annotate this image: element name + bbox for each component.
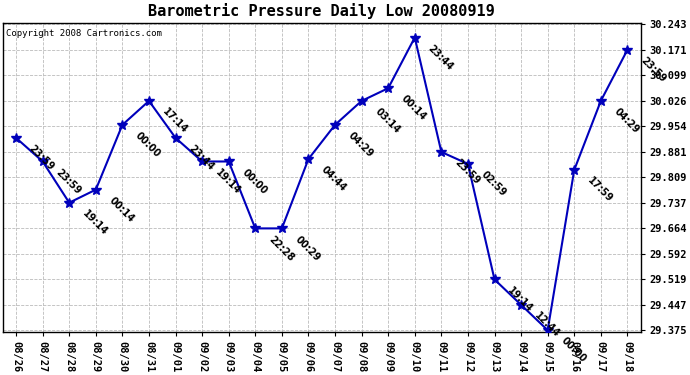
- Text: Copyright 2008 Cartronics.com: Copyright 2008 Cartronics.com: [6, 29, 162, 38]
- Text: 00:14: 00:14: [107, 195, 136, 224]
- Title: Barometric Pressure Daily Low 20080919: Barometric Pressure Daily Low 20080919: [148, 3, 495, 19]
- Text: 19:14: 19:14: [213, 167, 242, 196]
- Text: 04:44: 04:44: [319, 165, 348, 194]
- Text: 23:44: 23:44: [187, 144, 216, 172]
- Text: 23:59: 23:59: [453, 158, 482, 186]
- Text: 04:29: 04:29: [612, 106, 641, 135]
- Text: 23:44: 23:44: [426, 43, 455, 72]
- Text: 17:14: 17:14: [160, 106, 189, 135]
- Text: 23:59: 23:59: [638, 56, 667, 84]
- Text: 12:44: 12:44: [532, 310, 561, 339]
- Text: 23:59: 23:59: [54, 167, 83, 196]
- Text: 00:00: 00:00: [133, 130, 162, 159]
- Text: 19:14: 19:14: [506, 285, 535, 314]
- Text: 00:00: 00:00: [240, 167, 269, 196]
- Text: 23:59: 23:59: [27, 144, 56, 172]
- Text: 00:29: 00:29: [293, 234, 322, 263]
- Text: 00:14: 00:14: [400, 94, 428, 123]
- Text: 00:00: 00:00: [559, 336, 588, 365]
- Text: 17:59: 17:59: [585, 176, 614, 204]
- Text: 02:59: 02:59: [479, 170, 508, 198]
- Text: 22:28: 22:28: [266, 234, 295, 263]
- Text: 19:14: 19:14: [80, 208, 109, 237]
- Text: 03:14: 03:14: [373, 106, 402, 135]
- Text: 04:29: 04:29: [346, 130, 375, 159]
